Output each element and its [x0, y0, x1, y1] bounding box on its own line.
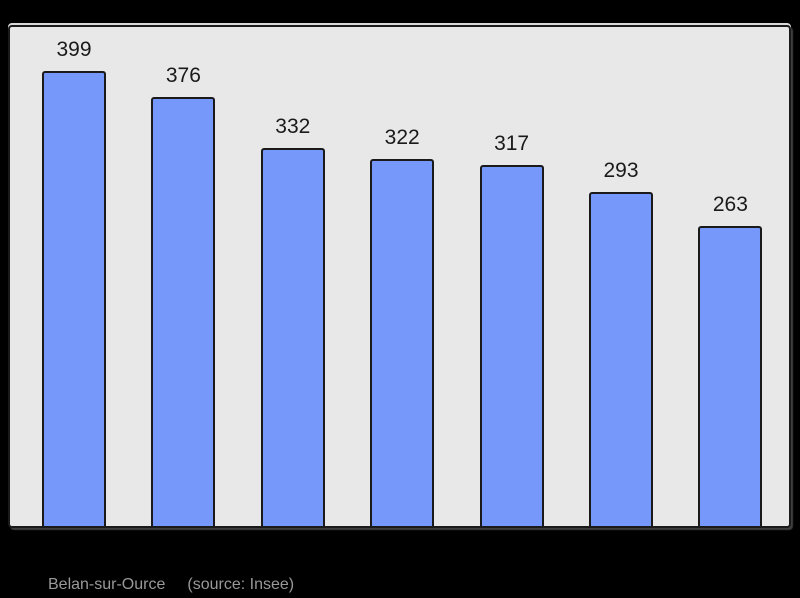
bar-value-label: 376 [165, 64, 201, 87]
bar-value-label: 332 [275, 115, 311, 138]
bar [698, 226, 763, 526]
bar-value-label: 263 [712, 193, 748, 216]
bars-container: 399 376 332 322 317 293 263 [10, 27, 789, 526]
bar-value-label: 293 [603, 159, 639, 182]
chart-panel: 399 376 332 322 317 293 263 [8, 25, 791, 528]
bar-value-label: 322 [384, 126, 420, 149]
bar [589, 192, 653, 526]
bar [42, 71, 106, 526]
bar [479, 165, 544, 526]
caption-source: (source: Insee) [187, 576, 295, 593]
bar [151, 97, 216, 526]
bar-value-label: 399 [56, 38, 92, 61]
bar-value-label: 317 [494, 132, 530, 155]
bar [370, 159, 435, 526]
caption-title: Belan-sur-Ource [48, 576, 166, 593]
bar [260, 148, 325, 526]
chart-caption: Belan-sur-Ource (source: Insee) [48, 576, 294, 594]
